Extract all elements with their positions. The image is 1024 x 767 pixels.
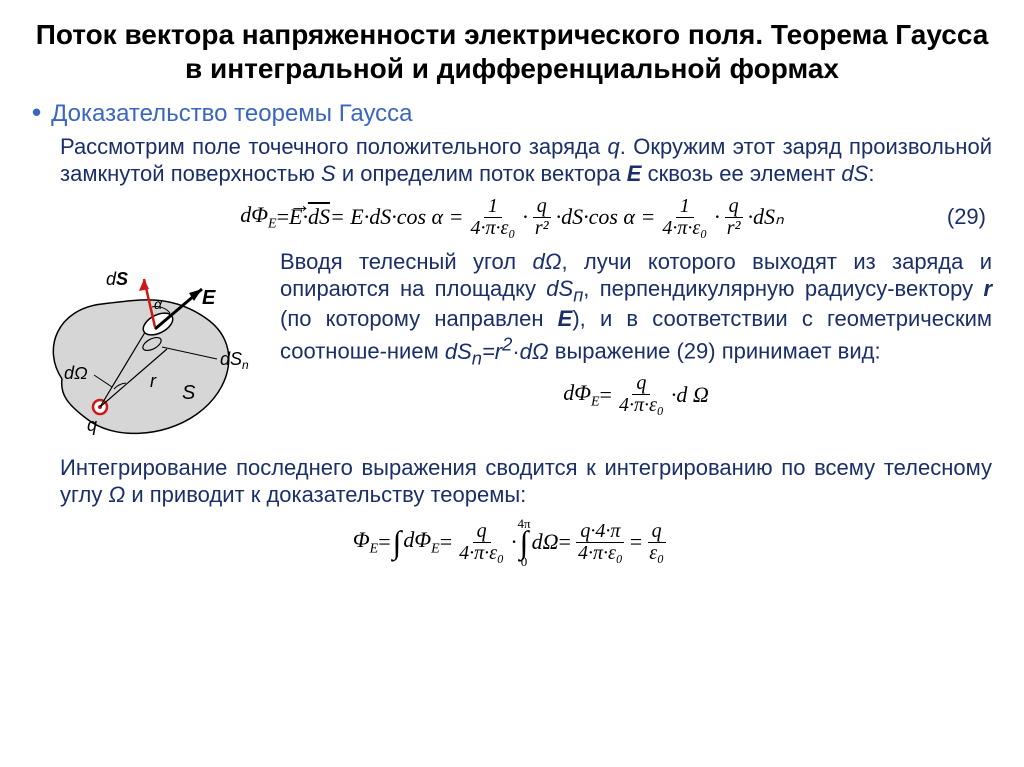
label-alpha: α — [154, 296, 163, 312]
equation-30: dΦE = q4·π·ε₀ ·d Ω — [563, 373, 709, 416]
equation-29-number: (29) — [947, 204, 986, 230]
paragraph-2: Вводя телесный угол dΩ, лучи которого вы… — [280, 249, 992, 369]
diagram: dS E α dSn dΩ r S q — [32, 249, 262, 449]
equation-31: ΦE = ∫ dΦE = q4·π·ε₀ · 4π ∫ 0 dΩ = q·4·π… — [353, 517, 671, 569]
label-domega: dΩ — [64, 363, 88, 383]
label-e: E — [202, 287, 216, 309]
label-ds: dS — [106, 269, 128, 289]
label-dsn: dSn — [220, 349, 249, 372]
ds-vector-arrow — [139, 279, 149, 291]
label-s: S — [182, 382, 196, 404]
page-title: Поток вектора напряженности электрическо… — [32, 18, 992, 85]
paragraph-3: Интегрирование последнего выражения свод… — [60, 455, 992, 509]
bullet-icon: • — [32, 99, 41, 125]
equation-29: dΦE = E→·dS = E·dS·cos α = 14·π·ε₀ · qr²… — [240, 196, 783, 239]
equation-29-row: dΦE = E→·dS = E·dS·cos α = 14·π·ε₀ · qr²… — [32, 196, 992, 239]
subtitle-row: • Доказательство теоремы Гаусса — [32, 99, 992, 128]
label-q: q — [87, 415, 97, 435]
label-r: r — [150, 371, 157, 391]
paragraph-1: Рассмотрим поле точечного положительного… — [60, 134, 992, 188]
subtitle: Доказательство теоремы Гаусса — [51, 100, 412, 128]
equation-31-row: ΦE = ∫ dΦE = q4·π·ε₀ · 4π ∫ 0 dΩ = q·4·π… — [32, 517, 992, 569]
mid-section: dS E α dSn dΩ r S q Вводя телесный угол … — [32, 249, 992, 449]
